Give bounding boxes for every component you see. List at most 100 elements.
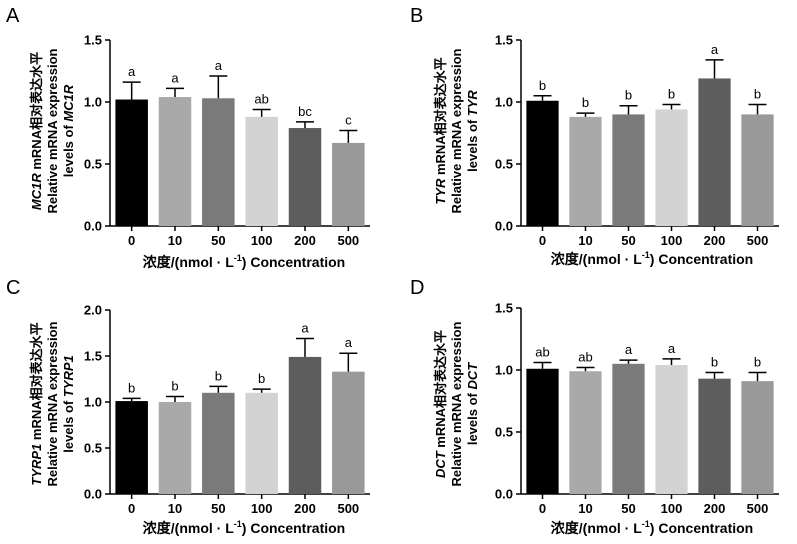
significance-letter: a bbox=[625, 342, 633, 357]
y-label-chinese: mRNA相对表达水平 bbox=[433, 330, 448, 451]
x-tick-label: 500 bbox=[337, 233, 359, 248]
x-tick-label: 100 bbox=[251, 233, 273, 248]
x-tick-label: 0 bbox=[539, 233, 546, 248]
y-label-chinese: mRNA相对表达水平 bbox=[29, 52, 44, 173]
svg-text:levels of TYR: levels of TYR bbox=[465, 90, 480, 172]
x-tick-label: 100 bbox=[251, 501, 273, 516]
y-tick-label: 0.5 bbox=[84, 157, 102, 172]
x-tick-label: 0 bbox=[539, 501, 546, 516]
y-tick-label: 0.0 bbox=[495, 487, 513, 502]
bar bbox=[245, 392, 278, 494]
x-tick-label: 0 bbox=[128, 233, 135, 248]
bar bbox=[569, 371, 602, 494]
x-tick-label: 10 bbox=[578, 501, 592, 516]
y-tick-label: 0.5 bbox=[495, 425, 513, 440]
x-tick-label: 500 bbox=[747, 501, 769, 516]
y-tick-label: 1.5 bbox=[495, 33, 513, 48]
svg-text:MC1R mRNA相对表达水平: MC1R mRNA相对表达水平 bbox=[29, 52, 44, 210]
y-label-chinese: mRNA相对表达水平 bbox=[29, 322, 44, 443]
y-label-gene-2: MC1R bbox=[61, 84, 76, 121]
significance-letter: ab bbox=[254, 91, 268, 106]
bar bbox=[741, 114, 774, 226]
x-tick-label: 500 bbox=[337, 501, 359, 516]
significance-letter: b bbox=[539, 78, 546, 93]
y-label-gene: TYR bbox=[433, 178, 448, 205]
y-label-levels-of: levels of bbox=[61, 397, 76, 453]
y-axis-label: TYRP1 mRNA相对表达水平 Relative mRNA expressio… bbox=[29, 321, 76, 486]
x-axis-label: 浓度/(nmol · L-1) Concentration bbox=[143, 519, 345, 536]
significance-letter: b bbox=[582, 95, 589, 110]
y-label-levels-of: levels of bbox=[61, 122, 76, 178]
bar bbox=[115, 401, 148, 494]
x-axis-label: 浓度/(nmol · L-1) Concentration bbox=[551, 250, 753, 267]
significance-letter: b bbox=[258, 371, 265, 386]
x-tick-label: 100 bbox=[661, 233, 683, 248]
x-axis-label: 浓度/(nmol · L-1) Concentration bbox=[143, 253, 345, 270]
bar bbox=[115, 99, 148, 226]
y-label-gene-2: DCT bbox=[465, 362, 480, 390]
bar bbox=[158, 97, 192, 226]
significance-letter: b bbox=[711, 354, 718, 369]
y-label-levels-of: levels of bbox=[465, 390, 480, 446]
significance-letter: b bbox=[668, 86, 675, 101]
significance-letter: a bbox=[301, 321, 309, 336]
y-tick-label: 0.5 bbox=[84, 441, 102, 456]
bar bbox=[202, 98, 235, 226]
significance-letter: b bbox=[215, 368, 222, 383]
significance-letter: a bbox=[345, 335, 353, 350]
y-label-english: Relative mRNA expression bbox=[449, 48, 464, 213]
y-tick-label: 1.5 bbox=[84, 349, 102, 364]
svg-text:DCT mRNA相对表达水平: DCT mRNA相对表达水平 bbox=[433, 330, 448, 478]
bar bbox=[569, 116, 602, 226]
svg-text:levels of MC1R: levels of MC1R bbox=[61, 84, 76, 177]
x-tick-label: 200 bbox=[704, 501, 726, 516]
y-tick-label: 2.0 bbox=[84, 303, 102, 318]
y-label-english: Relative mRNA expression bbox=[449, 321, 464, 486]
significance-letter: a bbox=[711, 42, 719, 57]
y-tick-label: 1.0 bbox=[495, 95, 513, 110]
significance-letter: b bbox=[171, 378, 178, 393]
plot-area: 0.0 0.5 1.0 1.5 a 0 a 10 a 50 ab 100 bc 200 c 500 bbox=[84, 33, 370, 248]
panel-a: A MC1R mRNA相对表达水平 Relative mRNA expressi… bbox=[6, 5, 370, 270]
significance-letter: a bbox=[215, 58, 223, 73]
x-tick-label: 10 bbox=[168, 233, 182, 248]
y-tick-label: 1.0 bbox=[495, 363, 513, 378]
bar bbox=[698, 378, 731, 494]
bar bbox=[741, 381, 774, 494]
bar bbox=[698, 78, 731, 226]
bar bbox=[288, 356, 322, 494]
y-tick-label: 0.0 bbox=[84, 487, 102, 502]
y-tick-label: 0.0 bbox=[84, 219, 102, 234]
bar bbox=[158, 402, 192, 494]
bar bbox=[245, 116, 278, 226]
x-tick-label: 200 bbox=[704, 233, 726, 248]
significance-letter: b bbox=[754, 86, 761, 101]
svg-text:levels of TYRP1: levels of TYRP1 bbox=[61, 355, 76, 453]
significance-letter: b bbox=[128, 380, 135, 395]
bar bbox=[526, 368, 559, 494]
plot-area: 0.0 0.5 1.0 1.5 b 0 b 10 b 50 b 100 a 200 b 500 bbox=[495, 33, 779, 248]
x-axis-label: 浓度/(nmol · L-1) Concentration bbox=[551, 519, 753, 536]
y-label-english: Relative mRNA expression bbox=[45, 48, 60, 213]
y-label-gene: MC1R bbox=[29, 173, 44, 210]
y-tick-label: 0.5 bbox=[495, 157, 513, 172]
x-tick-label: 100 bbox=[661, 501, 683, 516]
bar bbox=[288, 128, 322, 226]
bar bbox=[655, 109, 688, 226]
x-tick-label: 0 bbox=[128, 501, 135, 516]
panel-c: C TYRP1 mRNA相对表达水平 Relative mRNA express… bbox=[6, 277, 370, 536]
y-tick-label: 1.0 bbox=[84, 395, 102, 410]
svg-text:TYRP1 mRNA相对表达水平: TYRP1 mRNA相对表达水平 bbox=[29, 322, 44, 485]
bar bbox=[526, 100, 559, 226]
x-tick-label: 10 bbox=[168, 501, 182, 516]
x-tick-label: 50 bbox=[211, 501, 225, 516]
x-tick-label: 500 bbox=[747, 233, 769, 248]
y-axis-label: MC1R mRNA相对表达水平 Relative mRNA expression… bbox=[29, 48, 76, 213]
svg-text:levels of DCT: levels of DCT bbox=[465, 362, 480, 445]
y-axis-label: TYR mRNA相对表达水平 Relative mRNA expression … bbox=[433, 48, 480, 213]
significance-letter: ab bbox=[578, 350, 592, 365]
panel-d: D DCT mRNA相对表达水平 Relative mRNA expressio… bbox=[410, 277, 779, 536]
y-axis-label: DCT mRNA相对表达水平 Relative mRNA expression … bbox=[433, 321, 480, 486]
significance-letter: a bbox=[171, 70, 179, 85]
